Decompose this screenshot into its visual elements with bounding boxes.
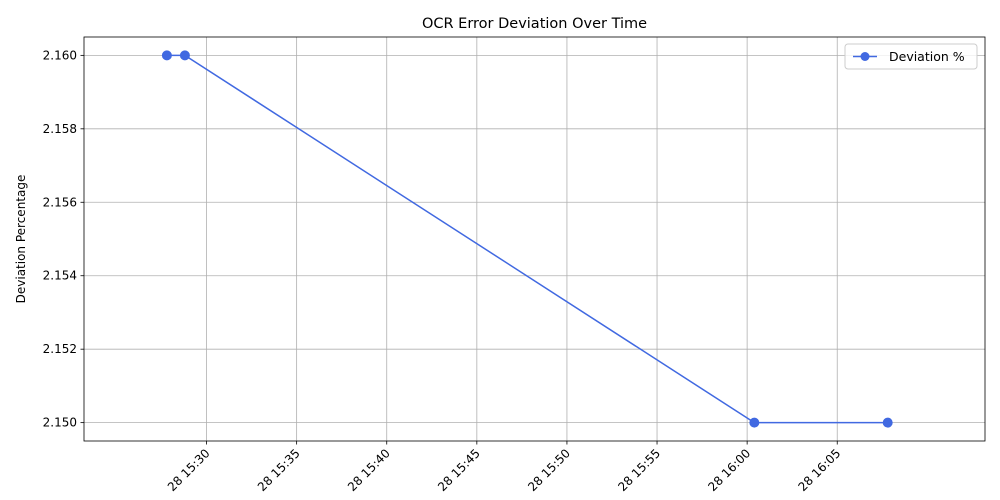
axes [83,36,986,442]
y-axis-label: Deviation Percentage [14,175,28,304]
series-line [166,54,888,424]
y-tick-label: 2.154 [43,269,77,283]
y-tick-label: 2.152 [43,342,77,356]
y-tick-label: 2.158 [43,122,77,136]
y-tick-label: 2.150 [43,416,77,430]
legend-marker [860,52,870,61]
data-point [179,50,190,61]
legend: Deviation % [844,43,978,70]
data-point [749,417,760,428]
legend-entry: Deviation % [889,49,965,64]
plot-frame [83,36,986,442]
chart-title: OCR Error Deviation Over Time [422,16,647,32]
grid [84,37,985,441]
legend-box [844,43,978,70]
data-point [161,50,172,61]
data-point [882,417,893,428]
y-tick-label: 2.160 [43,48,77,62]
series-layer [161,50,893,428]
y-tick-label: 2.156 [43,195,77,209]
y-axis-ticks: 2.150 2.152 2.154 2.156 2.158 2.160 [43,48,84,430]
